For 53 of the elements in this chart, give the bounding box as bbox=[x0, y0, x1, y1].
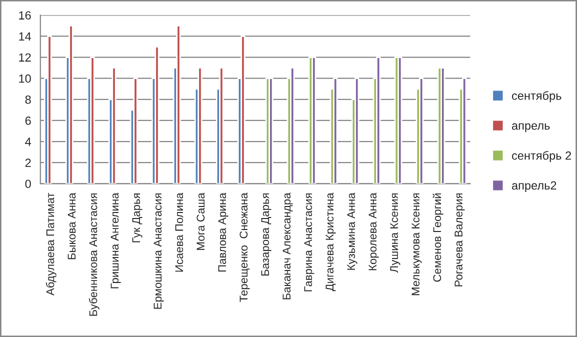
x-tick-label: Базарова Дарья bbox=[261, 193, 272, 276]
bar bbox=[462, 78, 467, 184]
x-tick-label: Мога Саша bbox=[196, 192, 205, 250]
y-tick-label: 6 bbox=[25, 116, 31, 125]
bar bbox=[133, 78, 138, 184]
y-tick-label: 8 bbox=[25, 95, 31, 104]
bar bbox=[240, 36, 246, 184]
y-tick-label: 2 bbox=[25, 158, 31, 167]
x-tick-label: Быкова Анна bbox=[68, 192, 76, 260]
y-tick-label: 16 bbox=[19, 11, 31, 20]
x-tick-label: Королева Анна bbox=[368, 192, 379, 270]
legend-label: апрель bbox=[512, 123, 550, 132]
x-tick-label: Исаева Полина bbox=[175, 192, 184, 272]
legend-label: сентябрь 2 bbox=[512, 150, 572, 162]
bar bbox=[398, 56, 402, 184]
legend-label: сентябрь bbox=[512, 91, 562, 102]
x-tick-label: Баканач Александра bbox=[282, 192, 293, 300]
bar bbox=[419, 78, 424, 184]
x-tick-label: Дигачева Кристина bbox=[326, 192, 336, 292]
x-tick-label: Терещенко Снежана bbox=[240, 192, 250, 302]
bar bbox=[219, 67, 224, 184]
x-tick-label: Семенов Георгий bbox=[432, 193, 444, 282]
bar bbox=[290, 67, 295, 184]
x-tick-label: Абдулаева Патимат bbox=[46, 192, 56, 296]
bar bbox=[354, 78, 360, 184]
bar bbox=[68, 25, 74, 184]
bar bbox=[312, 56, 316, 184]
y-tick-label: 4 bbox=[25, 138, 32, 146]
y-tick-label: 14 bbox=[19, 32, 32, 41]
bar bbox=[333, 78, 338, 184]
x-tick-label: Ермошкина Анастасия bbox=[154, 193, 164, 309]
legend-label: апрель2 bbox=[512, 181, 556, 192]
bar bbox=[154, 46, 160, 184]
x-tick-label: Кузьмина Анна bbox=[347, 192, 358, 270]
x-tick-label: Павлова Арина bbox=[218, 192, 228, 272]
bar bbox=[268, 78, 274, 184]
x-tick-label: Гук Дарья bbox=[132, 193, 142, 242]
x-tick-label: Мелькумова Ксения bbox=[412, 193, 422, 296]
bar bbox=[440, 67, 446, 184]
y-tick-label: 10 bbox=[19, 74, 31, 83]
y-tick-label: 12 bbox=[19, 53, 31, 62]
x-tick-label: Гаврина Анастасия bbox=[304, 193, 314, 292]
bar bbox=[112, 67, 116, 184]
bar bbox=[198, 67, 202, 184]
bar bbox=[47, 36, 52, 184]
x-tick-label: Рогачева Валерия bbox=[454, 193, 465, 286]
y-tick-label: 0 bbox=[25, 180, 31, 188]
x-tick-label: Бубенникова Анастасия bbox=[88, 193, 100, 316]
bar bbox=[90, 56, 95, 184]
x-tick-label: Гришина Ангелина bbox=[110, 192, 121, 288]
bar bbox=[176, 25, 181, 184]
bar bbox=[376, 56, 381, 184]
x-tick-label: Лушина Ксения bbox=[390, 193, 400, 273]
